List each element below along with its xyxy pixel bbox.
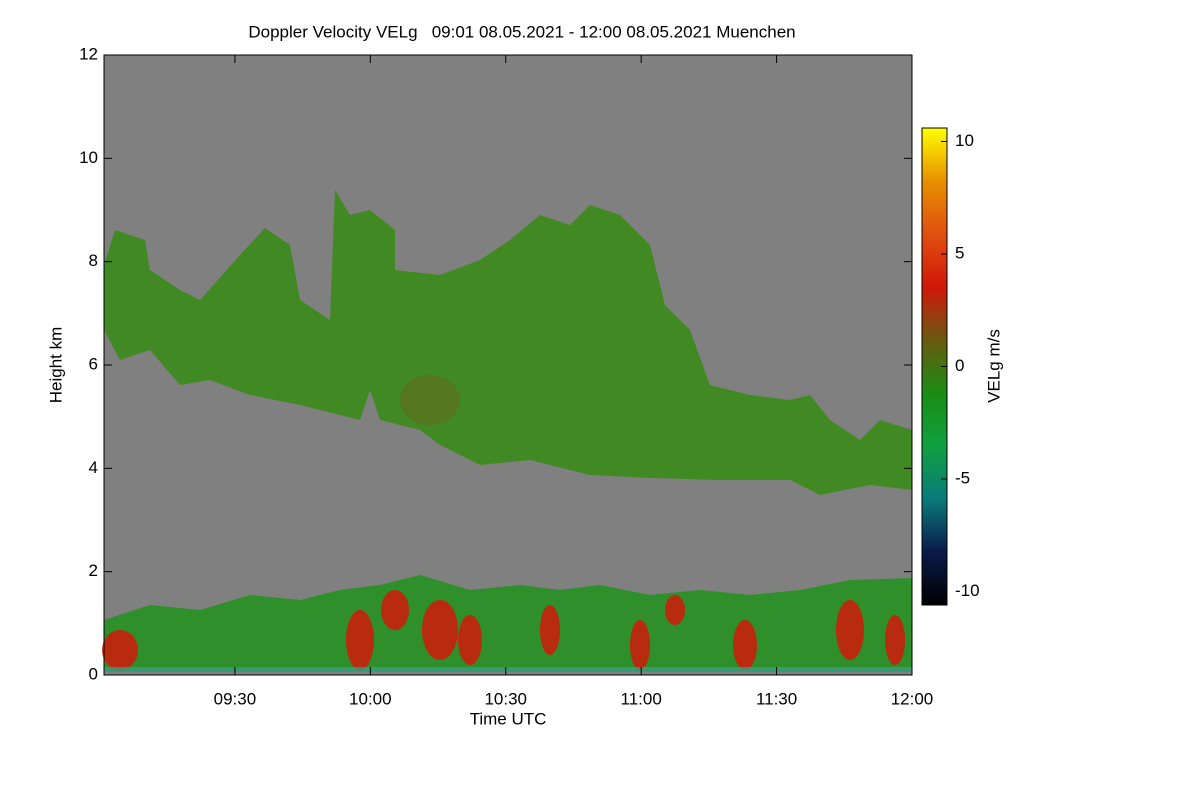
x-tick-label: 11:00	[621, 689, 662, 708]
x-tick-label: 10:00	[349, 689, 392, 708]
y-tick-label: 2	[89, 561, 98, 580]
updraft-patches	[102, 590, 905, 670]
cloud-region	[104, 190, 912, 495]
colorbar-tick-label: -10	[955, 581, 980, 600]
y-tick-label: 0	[89, 664, 98, 683]
colorbar-tick-label: 5	[955, 243, 964, 262]
ground-clutter	[104, 667, 912, 672]
colorbar-label: VELg m/s	[984, 329, 1003, 403]
colorbar-tick-label: -5	[955, 468, 970, 487]
colorbar-tick-label: 10	[955, 131, 974, 150]
y-tick-label: 8	[89, 251, 98, 270]
x-axis-label: Time UTC	[470, 709, 547, 728]
x-tick-label: 12:00	[891, 689, 934, 708]
y-tick-label: 10	[79, 148, 98, 167]
y-axis-label: Height km	[46, 327, 65, 404]
field-shapes	[102, 190, 912, 672]
x-tick-label: 09:30	[214, 689, 257, 708]
y-tick-label: 6	[89, 354, 98, 373]
boundary-layer	[104, 575, 912, 672]
x-tick-label: 11:30	[756, 689, 797, 708]
y-tick-label: 4	[89, 458, 98, 477]
colorbar-tick-label: 0	[955, 356, 964, 375]
chart-title: Doppler Velocity VELg 09:01 08.05.2021 -…	[248, 22, 795, 41]
cloud-shade	[400, 375, 460, 425]
y-tick-label: 12	[79, 44, 98, 63]
x-tick-label: 10:30	[484, 689, 527, 708]
